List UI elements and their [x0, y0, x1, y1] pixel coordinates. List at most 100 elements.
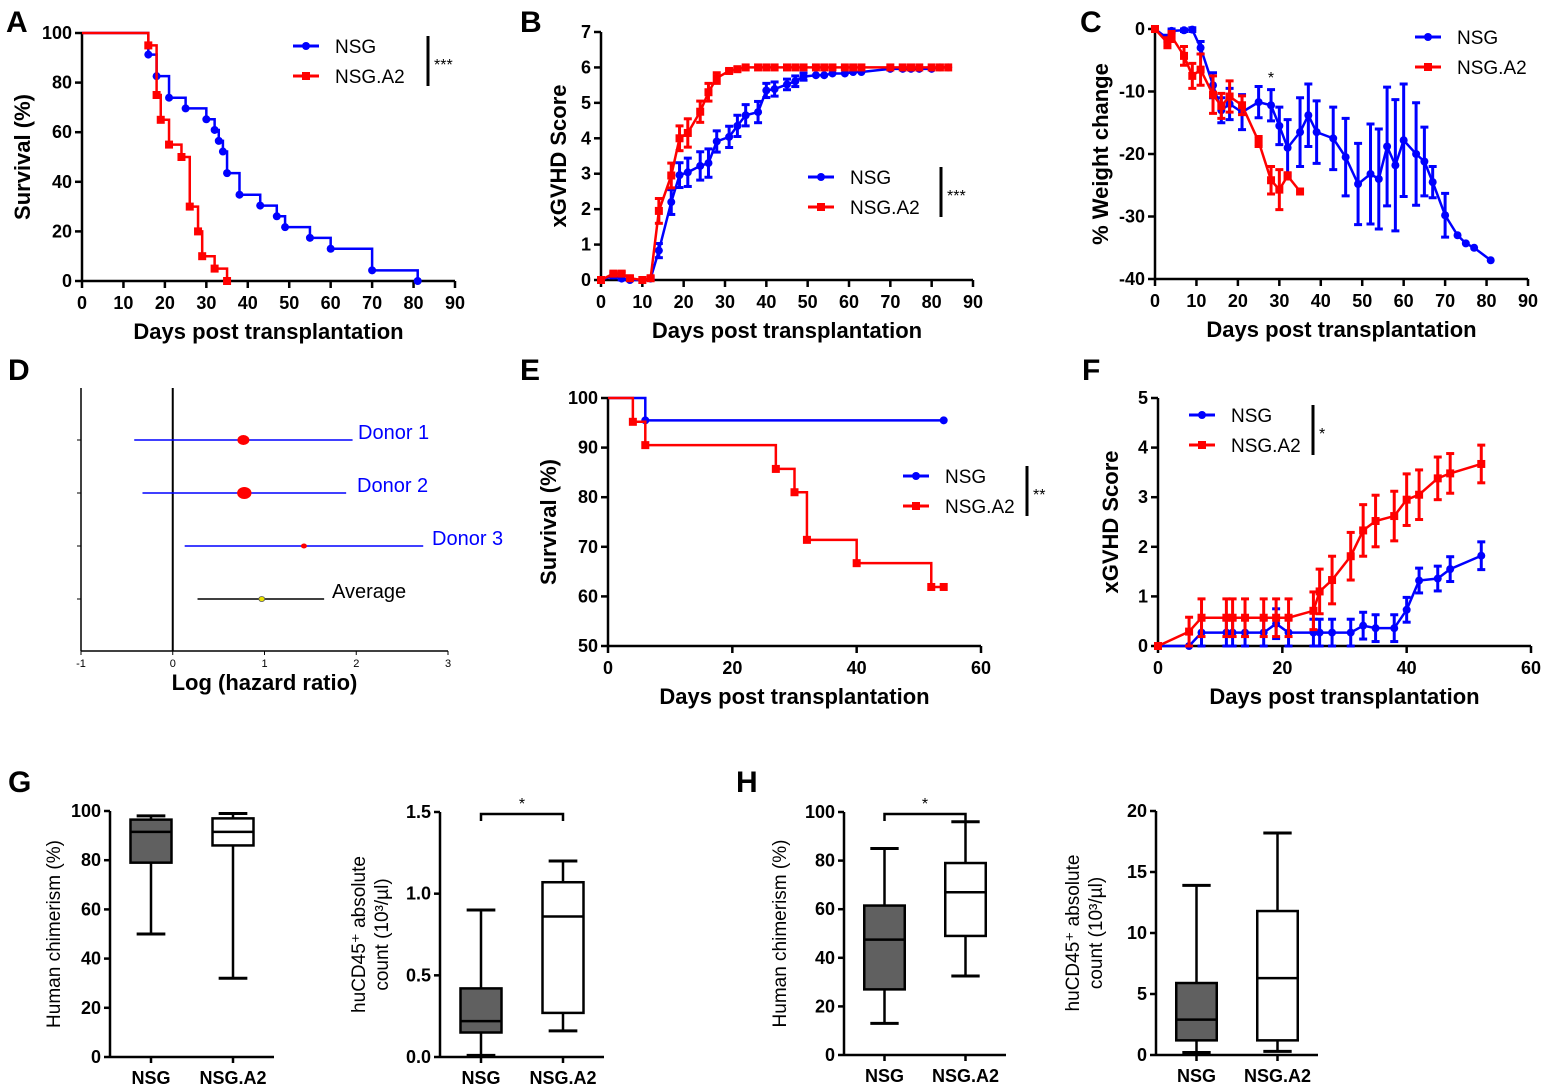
y-tick-label: 60 [81, 899, 101, 919]
x-category-label: NSG.A2 [1244, 1066, 1311, 1086]
y-tick-label: 6 [581, 57, 591, 77]
data-point [799, 63, 808, 72]
data-point [1359, 621, 1368, 630]
data-point [1283, 143, 1292, 152]
data-point [771, 464, 780, 473]
panel-h-chimerism-boxplot: 0 20 40 60 80 100 NSG NSG.A2 * Human chimerism (%… [770, 796, 1006, 1086]
data-point [223, 169, 232, 178]
y-tick-label: 4 [581, 128, 591, 148]
panel-a-survival-chart: 0 10 20 30 40 50 60 70 80 90 0 20 40 60 80 100 Days post… [10, 23, 465, 344]
data-point [1304, 111, 1313, 120]
data-point [696, 161, 705, 170]
data-point [783, 80, 791, 89]
x-tick-label: 0 [596, 292, 606, 312]
panel-b-xgvhd-chart: 0 10 20 30 40 50 60 70 80 90 0 1 2 3 4 5 6 7 Days post tra… [546, 22, 983, 343]
x-tick-label: -1 [76, 658, 86, 670]
data-point [194, 227, 203, 236]
x-category-label: NSG [1177, 1066, 1216, 1086]
data-point [305, 233, 314, 242]
data-point [1312, 128, 1321, 137]
data-point [1197, 613, 1206, 622]
y-tick-label: 100 [568, 388, 598, 408]
data-point [1390, 624, 1399, 633]
significance-stars: * [1319, 426, 1325, 443]
x-tick-label: 40 [756, 292, 776, 312]
data-point [1267, 101, 1276, 110]
x-category-label: NSG.A2 [529, 1068, 596, 1088]
data-point [762, 63, 771, 72]
data-point [1374, 175, 1383, 183]
y-tick-label: 1 [1138, 586, 1148, 606]
x-category-label: NSG.A2 [932, 1066, 999, 1086]
data-point [165, 140, 174, 149]
data-point [770, 85, 779, 94]
data-point [1428, 178, 1437, 187]
panel-h-cd45-boxplot: 0 5 10 15 20 NSG NSG.A2 huCD45⁺ absolute count (… [1063, 801, 1318, 1086]
x-axis-title: Days post transplantation [1206, 317, 1476, 342]
data-point [696, 107, 705, 116]
data-point [1188, 71, 1197, 80]
data-point [1180, 51, 1189, 60]
data-point [235, 190, 244, 199]
box-iqr-nsg [1175, 981, 1218, 1042]
x-tick-label: 60 [1521, 658, 1541, 678]
data-point [907, 63, 915, 72]
data-point [1446, 565, 1455, 574]
box-iqr-nsga2 [944, 861, 987, 938]
y-tick-label: 70 [578, 537, 598, 557]
data-point [641, 441, 650, 450]
data-point [628, 417, 637, 426]
data-point [256, 201, 265, 210]
legend-label-nsga2: NSG.A2 [850, 198, 920, 219]
data-point [1209, 90, 1218, 99]
panel-e-survival-chart: 0 20 40 60 50 60 70 80 90 100 Days post transplant… [536, 388, 1045, 709]
data-point [667, 171, 676, 180]
x-tick-label: 60 [321, 293, 341, 313]
data-point [1254, 137, 1263, 146]
x-tick-label: 10 [1186, 291, 1206, 311]
data-point [915, 63, 924, 72]
x-category-label: NSG.A2 [199, 1068, 266, 1088]
data-point [1424, 33, 1432, 41]
data-point [144, 41, 153, 50]
data-point [1283, 171, 1292, 180]
data-point [927, 582, 936, 591]
data-point [1196, 65, 1205, 74]
data-point [1163, 38, 1172, 47]
y-tick-label: 0 [62, 271, 72, 291]
y-tick-label: 20 [815, 996, 835, 1016]
data-point [1188, 25, 1197, 34]
x-tick-label: 10 [632, 292, 652, 312]
data-point [828, 63, 837, 72]
x-tick-label: 20 [155, 293, 175, 313]
panel-label-d: D [8, 354, 30, 387]
x-tick-label: 90 [1518, 291, 1538, 311]
data-point [218, 147, 227, 156]
data-point [1296, 128, 1305, 137]
y-tick-label: 1.5 [406, 802, 431, 822]
panel-label-f: F [1082, 354, 1100, 387]
data-point [156, 115, 165, 124]
y-tick-label: -40 [1119, 269, 1145, 289]
data-point [1341, 153, 1350, 162]
panel-g-cd45-boxplot: 0.0 0.5 1.0 1.5 NSG NSG.A2 * huCD45⁺ absolute co… [349, 796, 604, 1088]
data-point [1453, 231, 1462, 240]
y-tick-label: -30 [1119, 207, 1145, 227]
legend-label-nsga2: NSG.A2 [335, 67, 405, 88]
data-point [802, 535, 811, 544]
data-point [1441, 211, 1450, 220]
x-tick-label: 80 [922, 292, 942, 312]
data-point [939, 416, 948, 425]
data-point [1275, 185, 1284, 194]
x-tick-label: 70 [362, 293, 382, 313]
data-point [1296, 187, 1305, 196]
x-tick-label: 80 [404, 293, 424, 313]
data-point [368, 266, 377, 275]
x-tick-label: 30 [715, 292, 735, 312]
data-point [214, 136, 223, 145]
data-point [912, 502, 920, 510]
data-point [1275, 121, 1284, 130]
row-label: Donor 1 [358, 422, 429, 444]
estimate-point [300, 543, 307, 549]
significance-annotation: * [1268, 70, 1274, 87]
